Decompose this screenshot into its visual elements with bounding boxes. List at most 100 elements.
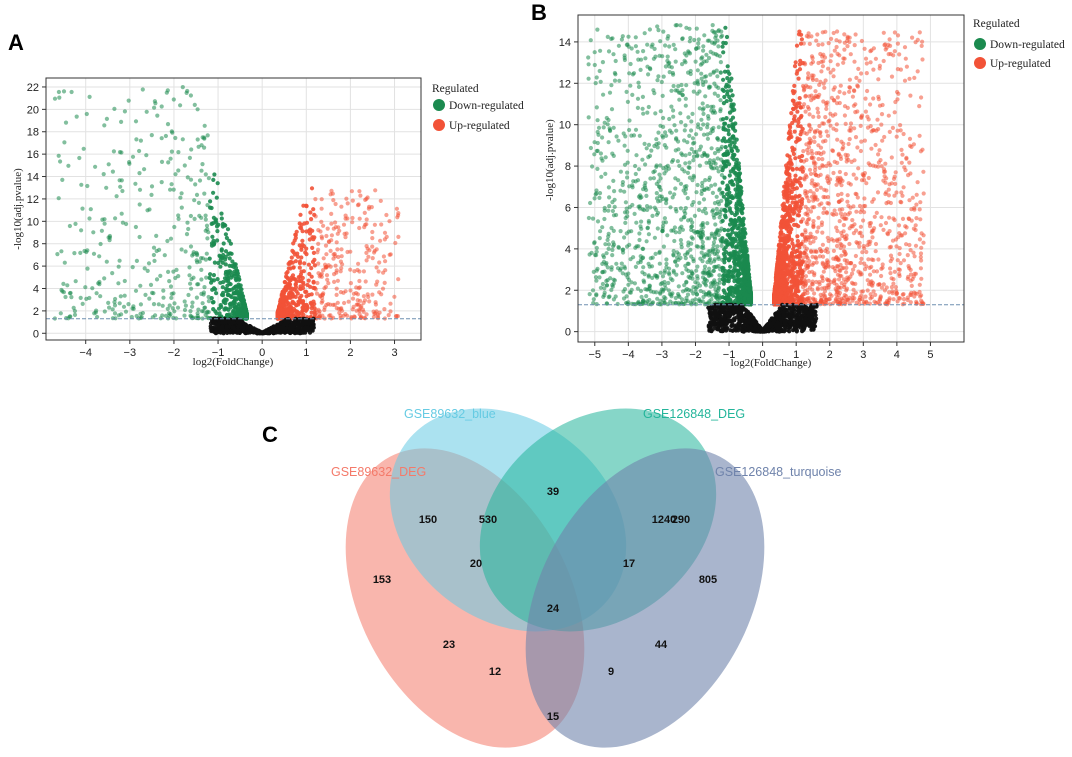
point-b-down (638, 257, 644, 262)
point-b-down (731, 293, 736, 298)
point-b-down (637, 237, 642, 243)
point-a-down (112, 106, 117, 111)
point-a-down (55, 252, 60, 257)
point-a-down (78, 295, 83, 300)
point-a-down (214, 195, 219, 200)
point-a-up (384, 212, 389, 218)
point-b-down (645, 64, 650, 69)
point-b-down (612, 278, 618, 283)
point-b-down (661, 298, 666, 303)
point-a-down (197, 178, 203, 183)
point-a-down (194, 295, 199, 300)
point-b-down (714, 264, 719, 269)
point-a-up (361, 294, 366, 299)
point-a-down (91, 230, 96, 235)
point-a-down (102, 309, 107, 314)
point-b-down (643, 56, 648, 61)
y-tick-label: 2 (33, 306, 39, 318)
point-b-down (595, 140, 600, 146)
point-a-up (285, 275, 290, 280)
x-tick-label: 3 (391, 347, 397, 359)
point-b-down (668, 276, 673, 281)
point-b-down (592, 196, 597, 201)
point-b-down (646, 232, 652, 237)
point-b-down (591, 297, 596, 302)
point-b-down (609, 287, 614, 293)
point-a-down (84, 249, 89, 255)
point-a-down (149, 133, 154, 138)
point-b-down (667, 70, 672, 75)
point-b-down (622, 266, 628, 271)
x-tick-label: −4 (79, 347, 92, 359)
point-b-down (627, 118, 632, 123)
point-a-down (184, 232, 190, 237)
point-b-down (743, 253, 748, 258)
point-b-down (634, 153, 639, 158)
point-b-down (713, 182, 718, 187)
point-b-down (709, 104, 714, 109)
point-b-down (601, 253, 606, 258)
point-a-down (69, 89, 74, 95)
point-b-down (654, 164, 659, 169)
point-a-up (291, 306, 296, 312)
point-a-up (299, 245, 304, 250)
point-a-up (357, 225, 362, 231)
point-a-down (126, 98, 131, 103)
point-b-down (654, 142, 659, 147)
point-a-up (396, 234, 401, 239)
point-a-up (382, 307, 387, 312)
point-b-down (662, 143, 667, 148)
point-a-up (301, 299, 306, 304)
point-b-down (715, 74, 720, 79)
point-a-down (225, 275, 230, 280)
point-a-up (370, 292, 375, 297)
point-b-down (671, 42, 676, 48)
point-b-down (622, 57, 628, 63)
point-a-up (306, 262, 311, 267)
point-a-down (230, 273, 235, 278)
point-a-down (83, 285, 88, 290)
point-b-down (630, 92, 635, 97)
point-b-down (640, 270, 645, 275)
point-a-down (243, 307, 248, 312)
point-b-down (707, 249, 712, 254)
point-a-down (149, 184, 155, 189)
point-a-up (312, 286, 317, 291)
point-b-down (702, 268, 707, 273)
point-b-down (606, 246, 611, 251)
point-b-down (654, 191, 659, 196)
point-a-up (297, 265, 302, 270)
point-a-down (196, 307, 201, 312)
point-a-up (321, 256, 326, 261)
point-a-down (98, 294, 103, 299)
point-b-down (663, 220, 669, 225)
point-b-down (705, 125, 710, 130)
point-a-down (179, 191, 184, 196)
point-a-down (203, 312, 208, 317)
point-b-down (699, 117, 704, 122)
point-b-down (644, 187, 649, 193)
point-b-down (672, 238, 677, 244)
point-b-down (714, 206, 719, 212)
point-a-down (185, 175, 190, 180)
point-a-down (220, 260, 225, 265)
point-a-down (202, 145, 207, 150)
point-a-up (329, 221, 334, 226)
point-b-down (661, 115, 666, 121)
point-a-down (126, 302, 131, 307)
point-b-down (673, 23, 678, 28)
point-a-down (130, 154, 136, 159)
point-b-down (736, 256, 742, 261)
point-a-down (211, 273, 216, 278)
point-b-down (611, 178, 616, 183)
point-a-up (302, 261, 307, 266)
point-b-down (683, 256, 688, 261)
point-b-down (690, 111, 695, 116)
point-b-down (699, 250, 704, 255)
point-a-down (188, 177, 194, 182)
point-a-up (323, 284, 328, 289)
point-b-down (685, 140, 690, 145)
point-a-up (339, 266, 344, 271)
point-a-up (342, 300, 347, 306)
point-a-down (183, 249, 188, 254)
